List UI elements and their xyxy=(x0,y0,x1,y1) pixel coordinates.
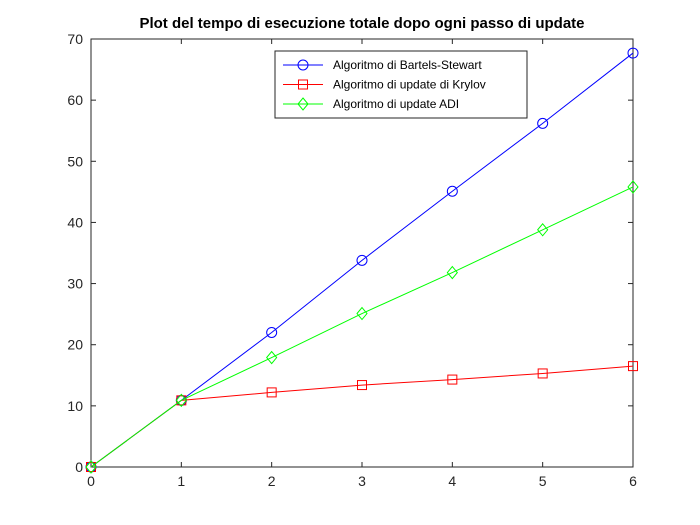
x-tick-label: 1 xyxy=(177,473,185,489)
x-tick-label: 2 xyxy=(268,473,276,489)
legend-entry: Algoritmo di update di Krylov xyxy=(283,78,486,92)
x-tick-label: 6 xyxy=(629,473,637,489)
chart-title: Plot del tempo di esecuzione totale dopo… xyxy=(139,15,584,32)
data-point xyxy=(627,47,639,59)
x-tick-label: 5 xyxy=(539,473,547,489)
data-point xyxy=(356,306,368,321)
y-tick-label: 40 xyxy=(67,214,83,230)
data-point xyxy=(356,254,368,266)
y-axis: 0 10 20 30 40 50 60 70 xyxy=(67,31,633,475)
legend-label: Algoritmo di Bartels-Stewart xyxy=(333,58,482,72)
y-tick-label: 0 xyxy=(75,459,83,475)
x-tick-label: 0 xyxy=(87,473,95,489)
legend-marker xyxy=(298,79,308,90)
data-point xyxy=(266,387,277,398)
data-point xyxy=(537,368,548,379)
y-tick-label: 20 xyxy=(67,337,83,353)
y-tick-label: 10 xyxy=(67,398,83,414)
legend-entry: Algoritmo di Bartels-Stewart xyxy=(283,58,482,72)
legend-entry: Algoritmo di update ADI xyxy=(283,97,459,111)
legend: Algoritmo di Bartels-Stewart Algoritmo di… xyxy=(274,50,528,119)
data-point xyxy=(627,180,639,194)
x-tick-label: 4 xyxy=(448,473,456,489)
legend-marker xyxy=(297,97,309,111)
data-point xyxy=(85,460,97,474)
legend-label: Algoritmo di update di Krylov xyxy=(333,78,486,92)
series-line xyxy=(90,186,634,468)
series xyxy=(85,180,639,474)
data-point xyxy=(175,393,187,408)
x-tick-label: 3 xyxy=(358,473,366,489)
data-point xyxy=(266,350,278,365)
data-point xyxy=(537,222,549,237)
data-point xyxy=(537,117,549,129)
data-point xyxy=(446,185,458,197)
y-tick-label: 70 xyxy=(67,31,83,47)
data-point xyxy=(446,265,458,280)
y-tick-label: 30 xyxy=(67,276,83,292)
data-point xyxy=(357,380,367,391)
legend-marker xyxy=(297,59,309,71)
y-tick-label: 50 xyxy=(67,153,83,169)
data-point xyxy=(447,374,458,385)
legend-label: Algoritmo di update ADI xyxy=(333,97,459,111)
data-point xyxy=(628,361,638,372)
data-point xyxy=(266,326,278,338)
series-layer xyxy=(85,47,639,474)
y-tick-label: 60 xyxy=(67,92,83,108)
